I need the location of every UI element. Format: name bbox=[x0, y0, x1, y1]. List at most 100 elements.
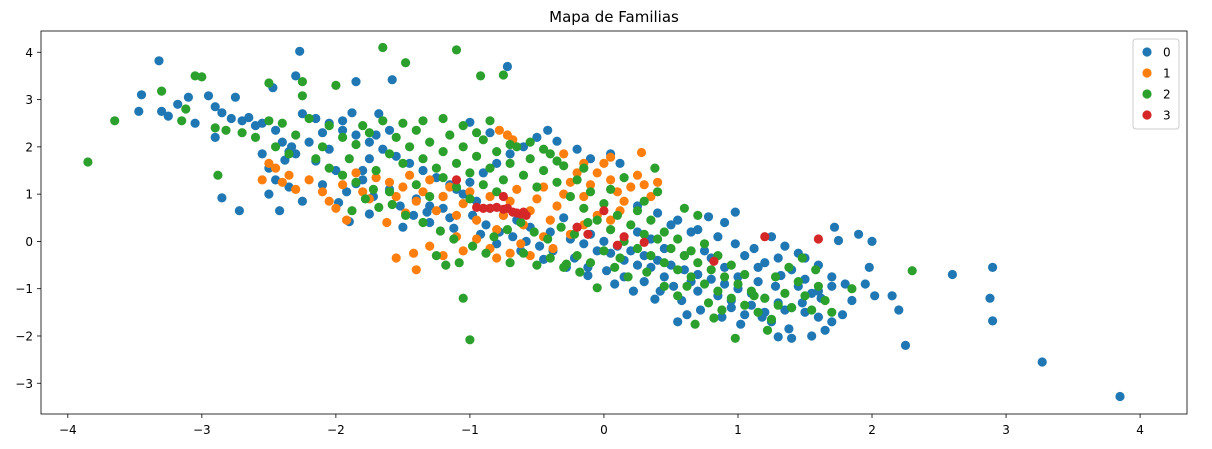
scatter-point bbox=[760, 232, 770, 242]
scatter-point bbox=[552, 136, 562, 146]
scatter-point bbox=[398, 118, 408, 128]
scatter-point bbox=[451, 158, 462, 168]
scatter-point bbox=[485, 203, 495, 213]
scatter-point bbox=[543, 234, 553, 244]
scatter-point bbox=[639, 277, 649, 287]
scatter-point bbox=[811, 265, 821, 275]
scatter-point bbox=[693, 210, 703, 220]
scatter-point bbox=[867, 236, 877, 246]
scatter-point bbox=[317, 180, 328, 190]
x-tick-label: −4 bbox=[59, 423, 77, 437]
scatter-point bbox=[780, 241, 790, 251]
scatter-point bbox=[847, 284, 857, 294]
scatter-point bbox=[615, 158, 625, 168]
scatter-point bbox=[532, 260, 542, 270]
scatter-point bbox=[679, 265, 690, 275]
scatter-point bbox=[411, 180, 421, 190]
scatter-point bbox=[532, 194, 542, 204]
scatter-point bbox=[347, 206, 357, 216]
scatter-point bbox=[619, 232, 629, 242]
y-tick-label: −3 bbox=[15, 377, 33, 391]
chart-title: Mapa de Familias bbox=[549, 8, 679, 26]
scatter-point bbox=[579, 203, 589, 213]
legend-marker bbox=[1142, 47, 1152, 57]
scatter-point bbox=[304, 175, 314, 185]
scatter-point bbox=[485, 191, 495, 202]
scatter-point bbox=[583, 229, 593, 239]
scatter-point bbox=[516, 217, 526, 228]
scatter-point bbox=[401, 210, 411, 220]
scatter-point bbox=[599, 246, 609, 256]
scatter-point bbox=[646, 251, 656, 261]
scatter-point bbox=[210, 102, 220, 112]
scatter-point bbox=[291, 130, 301, 140]
scatter-point bbox=[472, 151, 482, 161]
scatter-point bbox=[693, 258, 703, 268]
scatter-point bbox=[157, 106, 167, 116]
scatter-point bbox=[311, 154, 321, 164]
scatter-point bbox=[181, 104, 191, 114]
scatter-point bbox=[374, 109, 384, 119]
scatter-point bbox=[585, 154, 596, 164]
scatter-point bbox=[271, 163, 281, 173]
scatter-point bbox=[438, 113, 448, 124]
scatter-point bbox=[458, 246, 468, 256]
scatter-point bbox=[351, 139, 361, 150]
scatter-point bbox=[829, 222, 840, 232]
scatter-point bbox=[646, 215, 656, 225]
scatter-point bbox=[505, 196, 515, 206]
scatter-point bbox=[561, 259, 572, 269]
scatter-point bbox=[780, 288, 790, 298]
scatter-point bbox=[760, 293, 770, 303]
scatter-point bbox=[409, 248, 419, 258]
scatter-point bbox=[438, 147, 448, 157]
scatter-point bbox=[525, 137, 535, 147]
scatter-point bbox=[837, 310, 848, 320]
scatter-point bbox=[545, 227, 555, 237]
scatter-point bbox=[870, 291, 880, 301]
scatter-point bbox=[230, 92, 240, 102]
scatter-point bbox=[409, 210, 419, 220]
scatter-point bbox=[284, 170, 294, 180]
scatter-point bbox=[250, 132, 261, 142]
scatter-point bbox=[297, 109, 307, 119]
scatter-point bbox=[736, 319, 746, 329]
scatter-point bbox=[619, 173, 629, 183]
scatter-point bbox=[585, 180, 596, 190]
scatter-point bbox=[572, 175, 582, 185]
scatter-point bbox=[277, 118, 287, 128]
scatter-point bbox=[458, 142, 468, 152]
scatter-point bbox=[498, 191, 508, 202]
scatter-point bbox=[529, 227, 539, 237]
scatter-point bbox=[699, 246, 710, 256]
scatter-point bbox=[720, 272, 730, 282]
scatter-point bbox=[847, 295, 857, 306]
scatter-point bbox=[659, 227, 669, 237]
scatter-point bbox=[445, 130, 455, 140]
scatter-point bbox=[304, 113, 314, 124]
scatter-point bbox=[476, 71, 486, 81]
scatter-point bbox=[532, 182, 542, 192]
scatter-point bbox=[505, 248, 515, 258]
scatter-point bbox=[592, 168, 602, 178]
scatter-point bbox=[599, 158, 609, 168]
scatter-point bbox=[384, 149, 395, 159]
scatter-point bbox=[679, 203, 690, 213]
scatter-point bbox=[746, 300, 757, 310]
scatter-point bbox=[706, 265, 716, 275]
scatter-point bbox=[840, 279, 850, 289]
scatter-point bbox=[673, 234, 683, 244]
scatter-point bbox=[505, 258, 515, 268]
scatter-point bbox=[465, 168, 475, 178]
scatter-point bbox=[800, 291, 810, 301]
scatter-point bbox=[733, 279, 743, 289]
scatter-point bbox=[740, 310, 750, 320]
scatter-point bbox=[344, 154, 354, 164]
scatter-point bbox=[539, 182, 549, 192]
legend-label: 0 bbox=[1163, 46, 1171, 60]
scatter-point bbox=[518, 170, 529, 180]
scatter-point bbox=[451, 45, 462, 55]
scatter-point bbox=[545, 253, 555, 263]
legend: 0 1 2 3 bbox=[1132, 38, 1180, 130]
scatter-point bbox=[492, 239, 502, 249]
